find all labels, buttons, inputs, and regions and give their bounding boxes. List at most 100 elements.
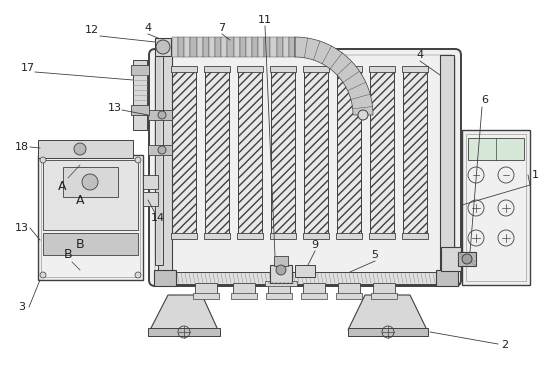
Bar: [270, 233, 296, 239]
Circle shape: [468, 230, 484, 246]
Bar: [178, 37, 184, 57]
Bar: [227, 37, 234, 57]
Bar: [203, 37, 209, 57]
Bar: [258, 37, 264, 57]
Bar: [172, 70, 196, 235]
Circle shape: [498, 167, 514, 183]
Bar: [369, 66, 395, 72]
Text: 1: 1: [531, 170, 538, 180]
Bar: [43, 160, 138, 230]
Bar: [295, 265, 315, 277]
Bar: [148, 328, 220, 336]
Bar: [336, 66, 362, 72]
Text: 13: 13: [108, 103, 122, 113]
Bar: [237, 66, 263, 72]
Bar: [304, 70, 328, 235]
Bar: [436, 270, 458, 286]
Circle shape: [135, 157, 141, 163]
Bar: [237, 233, 263, 239]
Circle shape: [158, 146, 166, 154]
Polygon shape: [295, 37, 373, 115]
Bar: [240, 37, 246, 57]
Bar: [209, 37, 215, 57]
Bar: [466, 134, 526, 281]
Circle shape: [82, 174, 98, 190]
Bar: [190, 37, 196, 57]
Text: 9: 9: [311, 240, 318, 250]
Circle shape: [40, 272, 46, 278]
Bar: [234, 37, 240, 57]
Bar: [289, 37, 295, 57]
Text: 7: 7: [218, 23, 226, 33]
Bar: [172, 37, 178, 57]
Text: B: B: [76, 237, 84, 251]
FancyBboxPatch shape: [149, 49, 461, 286]
Bar: [155, 38, 171, 56]
Circle shape: [156, 40, 170, 54]
Text: 4: 4: [416, 50, 424, 60]
Bar: [468, 138, 524, 160]
Bar: [303, 283, 325, 295]
Bar: [403, 70, 427, 235]
Text: 2: 2: [502, 340, 509, 350]
Bar: [301, 293, 327, 299]
Bar: [143, 192, 158, 206]
Bar: [265, 281, 297, 286]
Bar: [221, 37, 227, 57]
Text: 6: 6: [481, 95, 488, 105]
Bar: [231, 293, 257, 299]
Circle shape: [468, 167, 484, 183]
Bar: [148, 110, 172, 120]
Bar: [238, 70, 262, 235]
Bar: [440, 55, 454, 285]
Bar: [196, 37, 203, 57]
Bar: [370, 70, 394, 235]
Bar: [338, 283, 360, 295]
Bar: [271, 70, 295, 235]
Circle shape: [276, 265, 286, 275]
Bar: [462, 130, 530, 285]
Bar: [233, 283, 255, 295]
Bar: [271, 37, 277, 57]
Bar: [441, 247, 461, 271]
Bar: [195, 283, 217, 295]
Bar: [371, 293, 397, 299]
Bar: [369, 233, 395, 239]
Polygon shape: [150, 295, 218, 330]
Circle shape: [135, 272, 141, 278]
Circle shape: [358, 110, 368, 120]
Bar: [264, 37, 271, 57]
Text: 4: 4: [145, 23, 152, 33]
Circle shape: [158, 111, 166, 119]
Text: 3: 3: [19, 302, 25, 312]
Bar: [337, 70, 361, 235]
Bar: [38, 155, 143, 280]
Bar: [336, 293, 362, 299]
Bar: [143, 175, 158, 189]
Text: 13: 13: [15, 223, 29, 233]
Circle shape: [468, 200, 484, 216]
Bar: [303, 233, 329, 239]
Bar: [205, 70, 229, 235]
Bar: [402, 233, 428, 239]
Text: A: A: [58, 180, 66, 192]
Bar: [270, 265, 292, 283]
Circle shape: [40, 157, 46, 163]
Bar: [204, 233, 230, 239]
Bar: [215, 37, 221, 57]
Bar: [131, 105, 149, 115]
Polygon shape: [348, 295, 427, 330]
Text: 11: 11: [258, 15, 272, 25]
Text: B: B: [64, 248, 72, 262]
Bar: [148, 145, 172, 155]
Bar: [303, 66, 329, 72]
Bar: [133, 60, 147, 130]
Bar: [155, 272, 455, 284]
Bar: [204, 66, 230, 72]
Bar: [373, 283, 395, 295]
Bar: [458, 252, 476, 266]
Bar: [157, 57, 161, 263]
Bar: [246, 37, 252, 57]
Bar: [43, 233, 138, 255]
Bar: [155, 55, 163, 265]
